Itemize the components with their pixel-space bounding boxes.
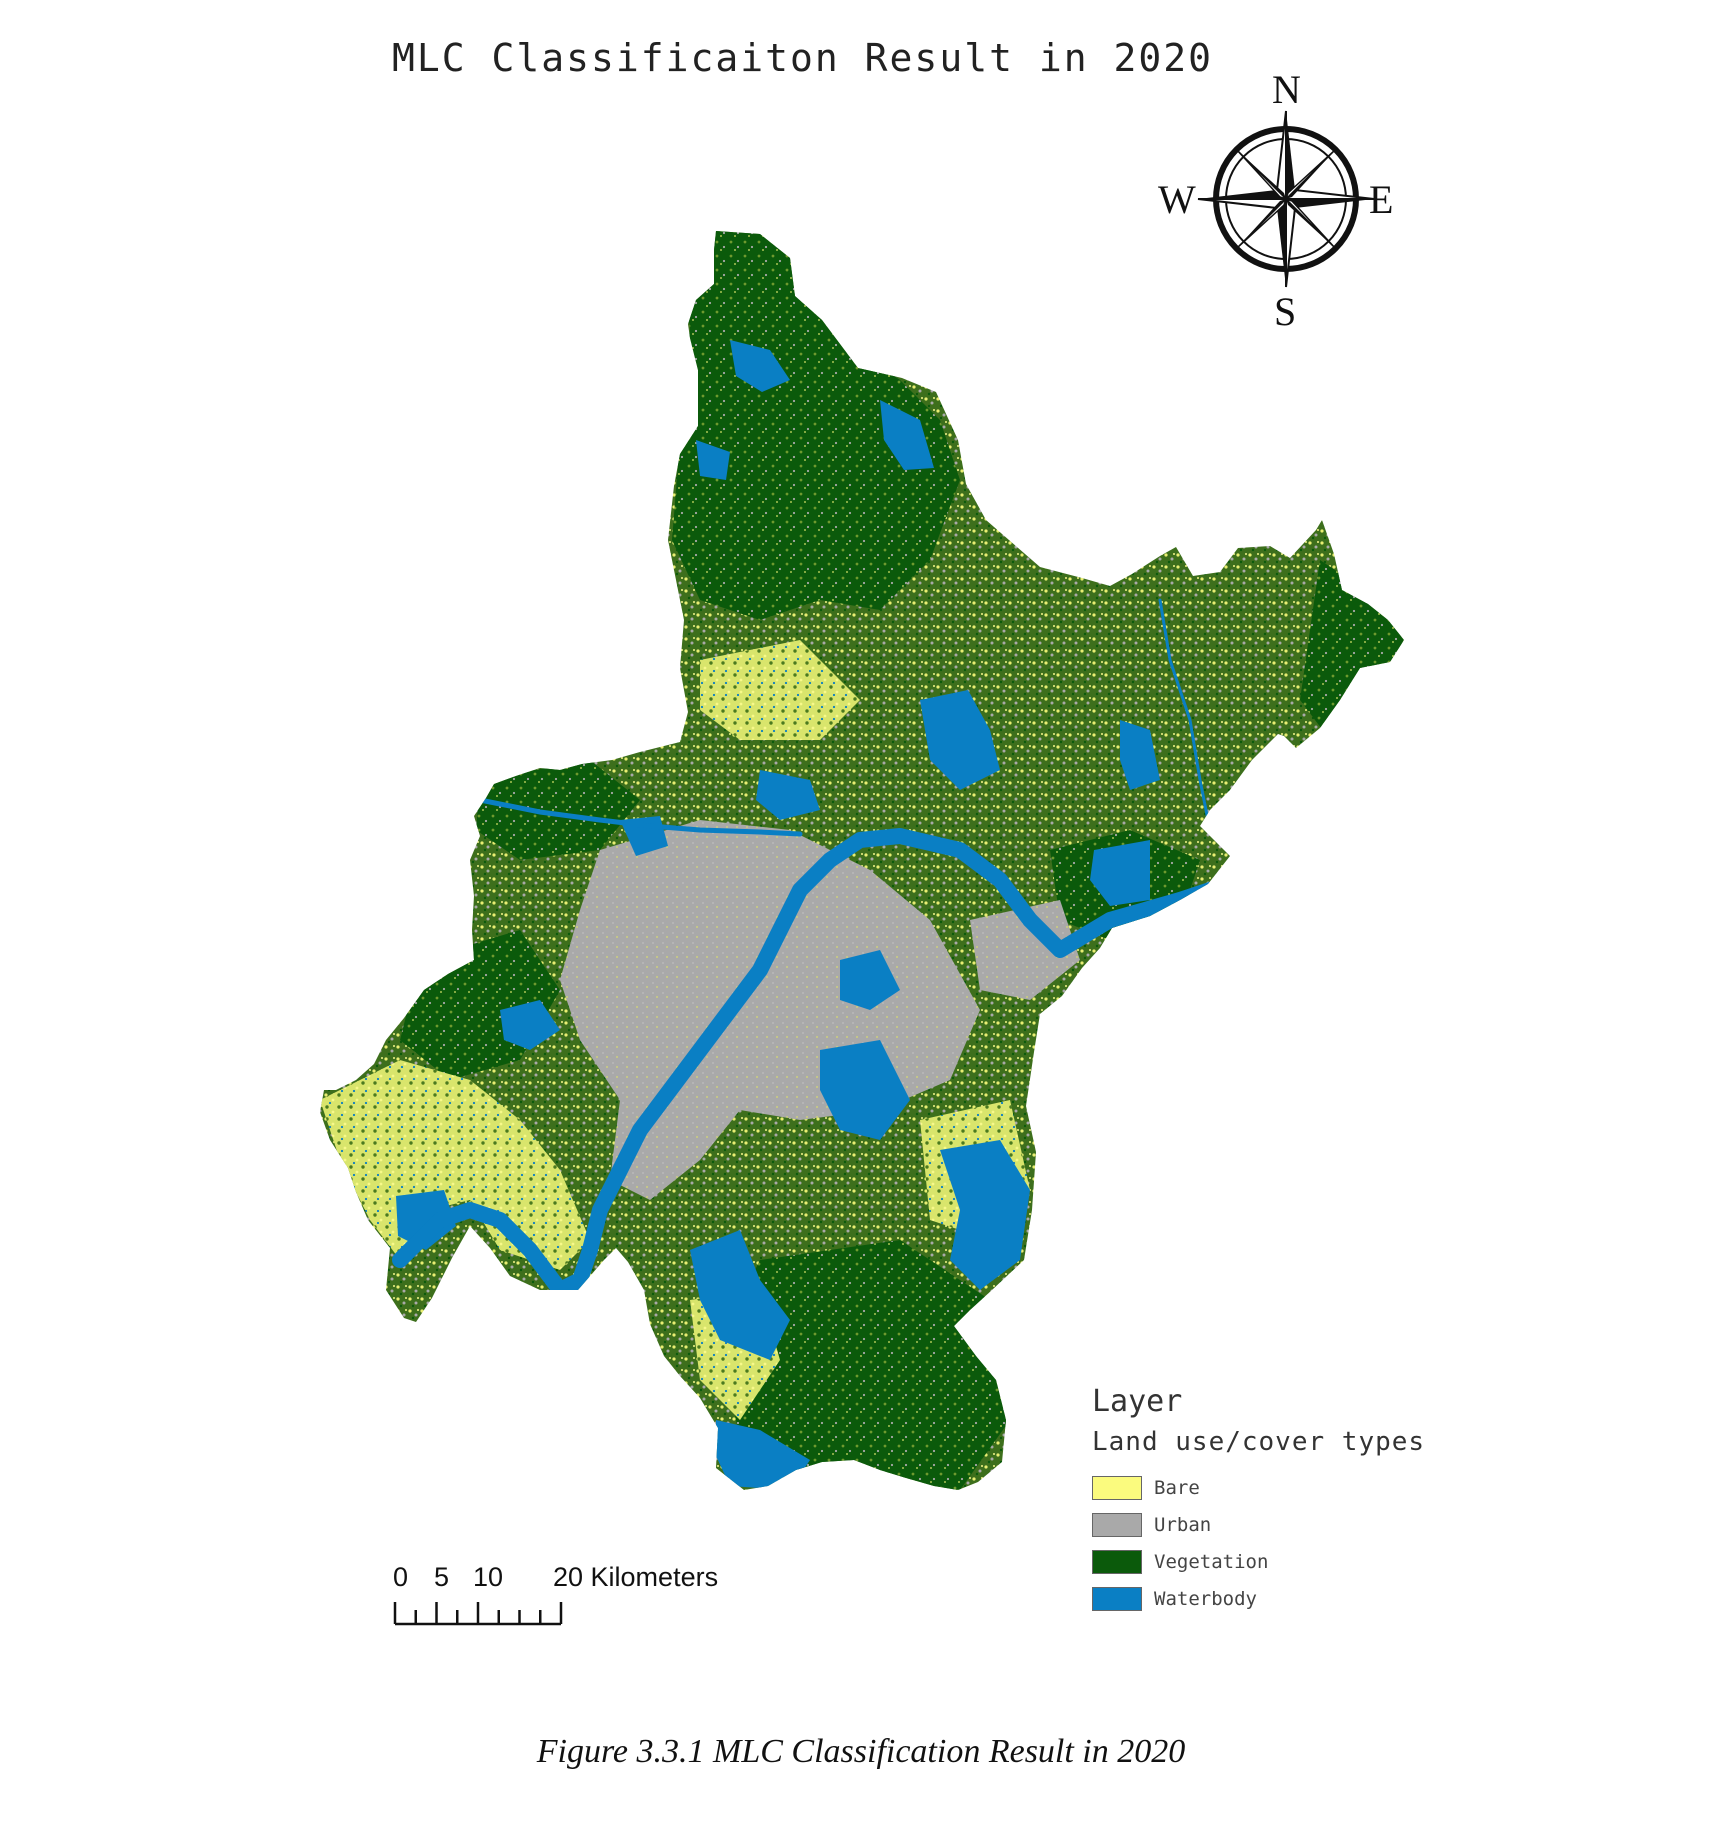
- waterbody-center-lake: [920, 690, 1000, 790]
- waterbody-north-lake-2: [880, 400, 934, 470]
- map-legend: Layer Land use/cover types Bare Urban Ve…: [1092, 1384, 1425, 1617]
- vegetation-northwest: [476, 760, 640, 860]
- waterbody-south-tip-lake: [716, 1420, 810, 1490]
- bare-southwest: [320, 1060, 590, 1270]
- compass-label-e: E: [1369, 177, 1393, 222]
- waterbody-east-lake-2: [1120, 720, 1160, 790]
- scale-label-20-kilometers: 20 Kilometers: [553, 1562, 719, 1592]
- figure-caption: Figure 3.3.1 MLC Classification Result i…: [536, 1733, 1186, 1770]
- north-tributary: [1158, 598, 1212, 832]
- scale-bar: 0 5 10 20 Kilometers: [393, 1562, 733, 1632]
- bare-center-north: [700, 640, 860, 740]
- legend-subheading: Land use/cover types: [1092, 1427, 1426, 1457]
- compass-label-n: N: [1272, 67, 1301, 112]
- scale-label-5: 5: [434, 1562, 450, 1592]
- legend-label-urban: Urban: [1154, 1513, 1212, 1536]
- legend-heading: Layer: [1092, 1384, 1183, 1419]
- legend-item-waterbody: Waterbody: [1092, 1580, 1425, 1617]
- waterbody-east-center-lake: [840, 950, 900, 1010]
- region-base-mixed: [320, 231, 1404, 1490]
- legend-swatch-urban: [1092, 1512, 1142, 1537]
- han-river: [477, 797, 803, 837]
- map-title: MLC Classificaiton Result in 2020: [392, 36, 1213, 80]
- waterbody-south-lake-2: [690, 1230, 790, 1360]
- scale-bar-ruler: [393, 1602, 563, 1626]
- waterbody-south-lake-1: [820, 1040, 910, 1140]
- waterbody-north-lake-1: [730, 340, 790, 392]
- legend-label-vegetation: Vegetation: [1154, 1550, 1269, 1573]
- waterbody-east-lake: [1090, 840, 1150, 906]
- compass-label-s: S: [1274, 289, 1296, 334]
- legend-swatch-waterbody: [1092, 1586, 1142, 1611]
- scale-label-10: 10: [473, 1562, 504, 1592]
- legend-label-bare: Bare: [1154, 1476, 1200, 1499]
- waterbody-southwest-lake: [396, 1190, 456, 1250]
- waterbody-southeast-lake: [940, 1140, 1030, 1290]
- legend-item-urban: Urban: [1092, 1506, 1425, 1543]
- legend-item-bare: Bare: [1092, 1469, 1425, 1506]
- north-arrow-icon: N S E W: [1158, 67, 1393, 334]
- compass-label-w: W: [1158, 177, 1196, 222]
- legend-swatch-bare: [1092, 1475, 1142, 1500]
- scale-label-0: 0: [393, 1562, 409, 1592]
- waterbody-west-lake: [500, 1000, 560, 1050]
- urban-east: [970, 900, 1080, 1000]
- yangtze-river: [392, 828, 1248, 1298]
- legend-label-waterbody: Waterbody: [1154, 1587, 1257, 1610]
- vegetation-north: [672, 231, 960, 620]
- legend-swatch-vegetation: [1092, 1549, 1142, 1574]
- legend-item-vegetation: Vegetation: [1092, 1543, 1425, 1580]
- classified-map-region: [320, 231, 1404, 1490]
- vegetation-northeast: [1300, 560, 1404, 740]
- waterbody-north-lake-3: [696, 440, 730, 480]
- vegetation-south: [720, 1240, 1010, 1490]
- waterbody-northwest-lake: [756, 770, 820, 820]
